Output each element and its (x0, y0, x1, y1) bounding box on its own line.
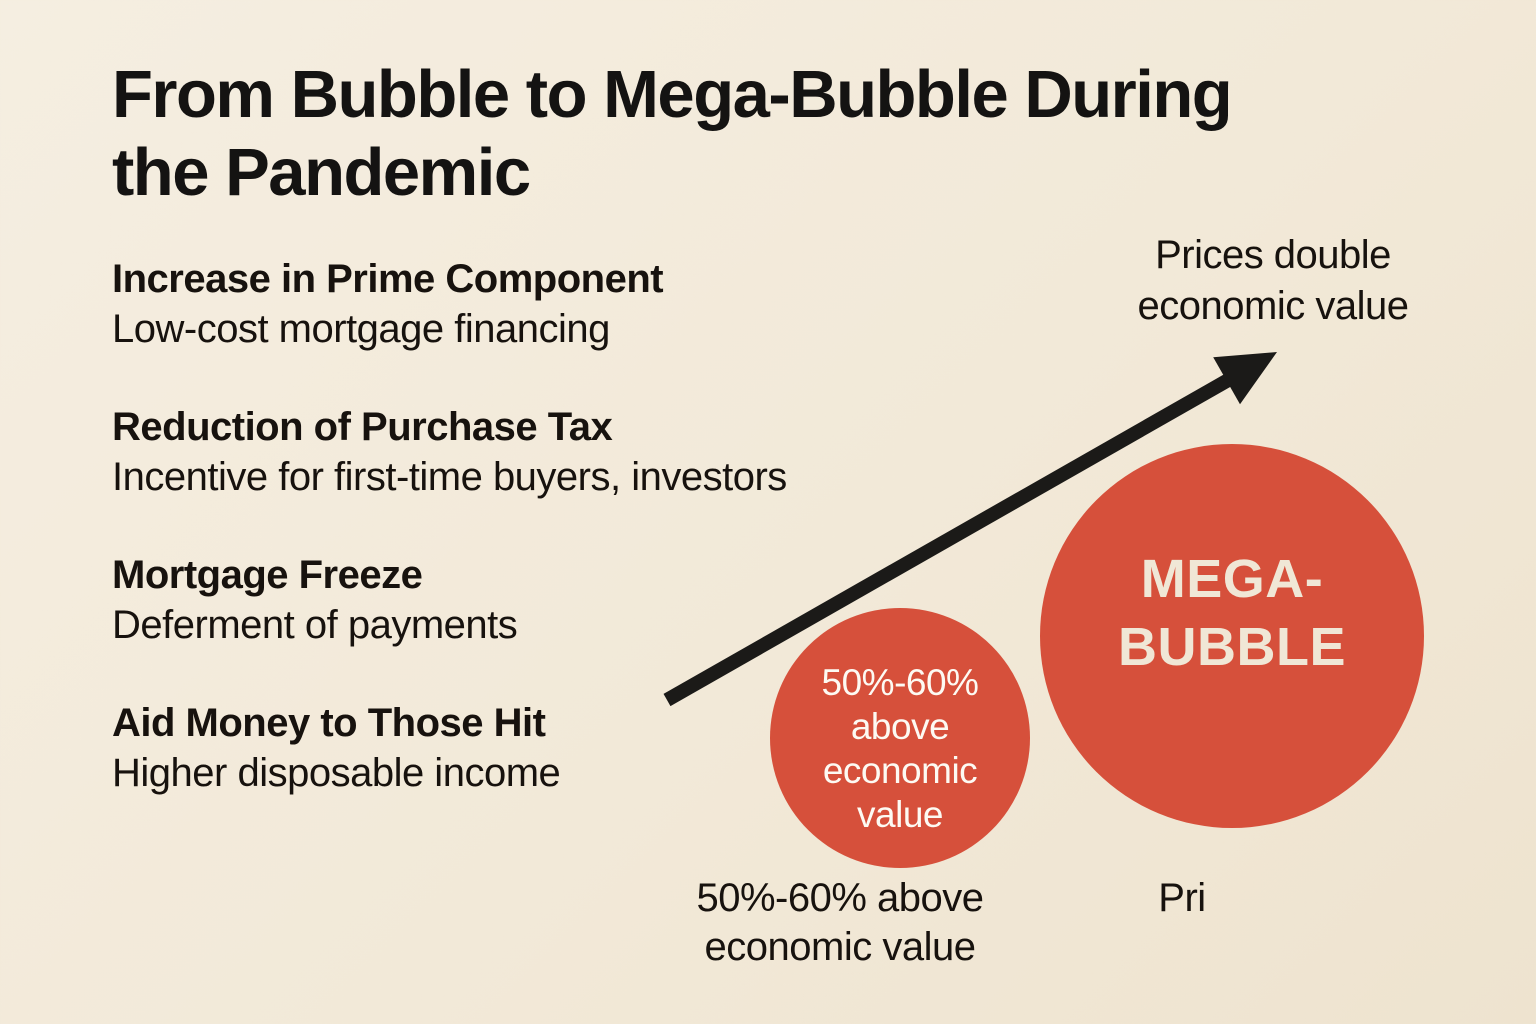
factor-heading: Aid Money to Those Hit (112, 701, 546, 745)
factor-item-prime-component: Increase in Prime Component Low-cost mor… (112, 254, 872, 354)
factor-heading: Reduction of Purchase Tax (112, 405, 613, 449)
bubble-mega-label: MEGA- BUBBLE (1118, 549, 1346, 677)
bubble-mega-caption: Pri (1158, 876, 1206, 920)
page-title: From Bubble to Mega-Bubble During the Pa… (112, 57, 1233, 210)
bubble-mega: MEGA- BUBBLE (1040, 444, 1424, 828)
factor-item-aid-money: Aid Money to Those Hit Higher disposable… (112, 698, 872, 798)
factor-item-mortgage-freeze: Mortgage Freeze Deferment of payments (112, 550, 872, 650)
factor-heading: Increase in Prime Component (112, 257, 664, 301)
arrow-annotation: Prices double economic value (1137, 233, 1409, 328)
factor-description: Deferment of payments (112, 603, 518, 647)
bubble-small-label: 50%-60% above economic value (821, 662, 979, 835)
bubble-small: 50%-60% above economic value (770, 608, 1030, 868)
factor-description: Low-cost mortgage financing (112, 307, 610, 351)
factor-item-purchase-tax: Reduction of Purchase Tax Incentive for … (112, 402, 872, 502)
bubble-small-caption: 50%-60% above economic value (696, 876, 984, 969)
factor-heading: Mortgage Freeze (112, 553, 423, 597)
factor-list: Increase in Prime Component Low-cost mor… (112, 254, 872, 846)
factor-description: Higher disposable income (112, 751, 561, 795)
factor-description: Incentive for first-time buyers, investo… (112, 455, 787, 499)
